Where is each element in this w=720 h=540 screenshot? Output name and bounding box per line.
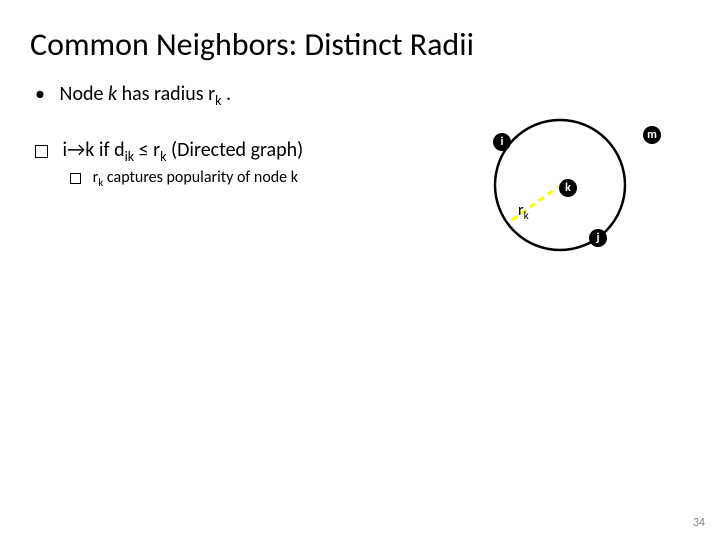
bullet-box: [35, 145, 48, 158]
svg-text:m: m: [647, 128, 657, 142]
svg-text:i: i: [501, 135, 504, 149]
arrow-icon: →: [67, 138, 85, 162]
text: ≤ r: [134, 138, 160, 162]
text: Node: [60, 82, 108, 106]
svg-text:j: j: [595, 231, 599, 245]
bullet-node-radius: • Node k has radius rk .: [35, 82, 231, 109]
page-number: 34: [693, 516, 705, 530]
slide-title: Common Neighbors: Distinct Radii: [30, 25, 474, 64]
radius-diagram: rkimkj: [430, 110, 690, 310]
text: .: [221, 82, 231, 106]
text: (Directed graph): [167, 138, 304, 162]
text: has radius r: [117, 82, 215, 106]
bullet-directed-graph: i→k if dik ≤ rk (Directed graph): [35, 138, 303, 165]
bullet-dot: •: [35, 82, 55, 106]
text: k: [108, 82, 117, 106]
text: k if d: [85, 138, 124, 162]
bullet-box: [70, 173, 81, 184]
text: captures popularity of node k: [103, 168, 298, 187]
svg-text:k: k: [565, 181, 571, 195]
bullet-popularity: rk captures popularity of node k: [70, 168, 298, 190]
text: ik: [125, 148, 135, 165]
